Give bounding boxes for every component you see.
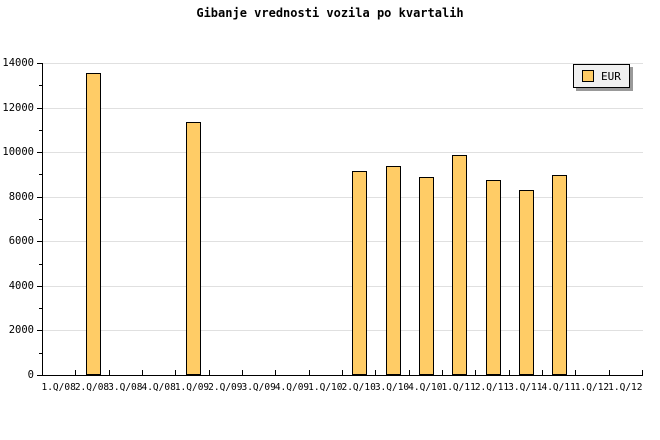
x-tick-label: 4.Q/09	[274, 382, 310, 393]
gridline-12000	[43, 107, 643, 109]
x-tick-4	[175, 370, 177, 375]
y-tick-label: 4000	[8, 279, 34, 292]
x-tick-3	[142, 370, 143, 375]
gridline-14000	[43, 63, 643, 64]
x-tick-layer	[43, 63, 643, 375]
bar-1.Q/09	[185, 122, 201, 375]
x-tick-label: 4.Q/08	[141, 382, 176, 393]
gridline-10000	[43, 152, 643, 154]
x-tick-10	[375, 370, 377, 375]
x-tick-label: 2.Q/11	[474, 382, 510, 393]
x-tick-label: 4.Q/10	[408, 382, 443, 393]
x-tick-11	[408, 370, 410, 375]
bar-1.Q/11	[452, 154, 468, 375]
x-tick-label: 1.Q/09	[174, 382, 210, 393]
x-tick-label: 1.Q/12	[574, 382, 610, 393]
gridline-6000	[43, 241, 643, 243]
x-tick-2	[108, 370, 110, 375]
bar-4.Q/11	[552, 174, 568, 375]
chart-title: Gibanje vrednosti vozila po kvartalih	[196, 6, 464, 20]
legend-swatch-icon	[582, 70, 594, 82]
x-tick-6	[242, 370, 243, 375]
gridline-4000	[43, 285, 643, 287]
bar-2.Q/10	[352, 171, 368, 375]
x-tick-12	[442, 370, 443, 375]
x-tick-5	[208, 370, 210, 375]
x-tick-18	[642, 370, 643, 375]
legend: EUR	[573, 64, 630, 88]
x-tick-label: 2.Q/10	[341, 382, 376, 393]
x-tick-label: 3.Q/11	[508, 382, 543, 393]
x-tick-label: 1.Q/10	[308, 382, 343, 393]
x-tick-7	[275, 370, 277, 375]
x-tick-label: 3.Q/08	[108, 382, 143, 393]
x-tick-14	[508, 370, 510, 375]
bar-2.Q/11	[485, 180, 501, 375]
gridline-8000	[43, 196, 643, 198]
y-tick-label: 8000	[8, 190, 34, 203]
y-tick-label: 10000	[2, 146, 34, 159]
x-tick-label: 3.Q/10	[374, 382, 410, 393]
legend-label: EUR	[601, 69, 621, 83]
x-tick-15	[542, 370, 543, 375]
y-tick-label: 0	[27, 369, 34, 381]
y-tick-label: 2000	[8, 324, 34, 337]
y-tick-label: 6000	[8, 235, 34, 248]
x-tick-16	[575, 370, 577, 375]
x-tick-label: 2.Q/08	[74, 382, 110, 393]
bar-layer	[43, 63, 643, 375]
x-tick-17	[608, 370, 610, 375]
x-tick-label: 4.Q/11	[541, 382, 576, 393]
x-tick-label: 1.Q/12	[608, 382, 643, 393]
x-tick-13	[475, 370, 477, 375]
x-tick-label: 3.Q/09	[241, 382, 276, 393]
x-tick-8	[308, 370, 310, 375]
y-axis-labels: 0 2000 4000 6000 8000 10000 12000 14000	[0, 0, 37, 440]
y-tick-label: 14000	[2, 57, 34, 69]
plot-area	[42, 63, 643, 376]
bar-2.Q/08	[85, 73, 101, 375]
y-tick-label: 12000	[2, 101, 34, 114]
bar-4.Q/10	[418, 176, 434, 375]
x-tick-label: 1.Q/11	[441, 382, 476, 393]
gridline-2000	[43, 330, 643, 332]
x-tick-label: 2.Q/09	[208, 382, 243, 393]
gridline-layer	[43, 63, 643, 375]
bar-3.Q/10	[385, 165, 401, 375]
x-tick-9	[342, 370, 343, 375]
x-tick-label: 1.Q/08	[41, 382, 76, 393]
x-tick-1	[75, 370, 77, 375]
bar-3.Q/11	[518, 190, 534, 375]
